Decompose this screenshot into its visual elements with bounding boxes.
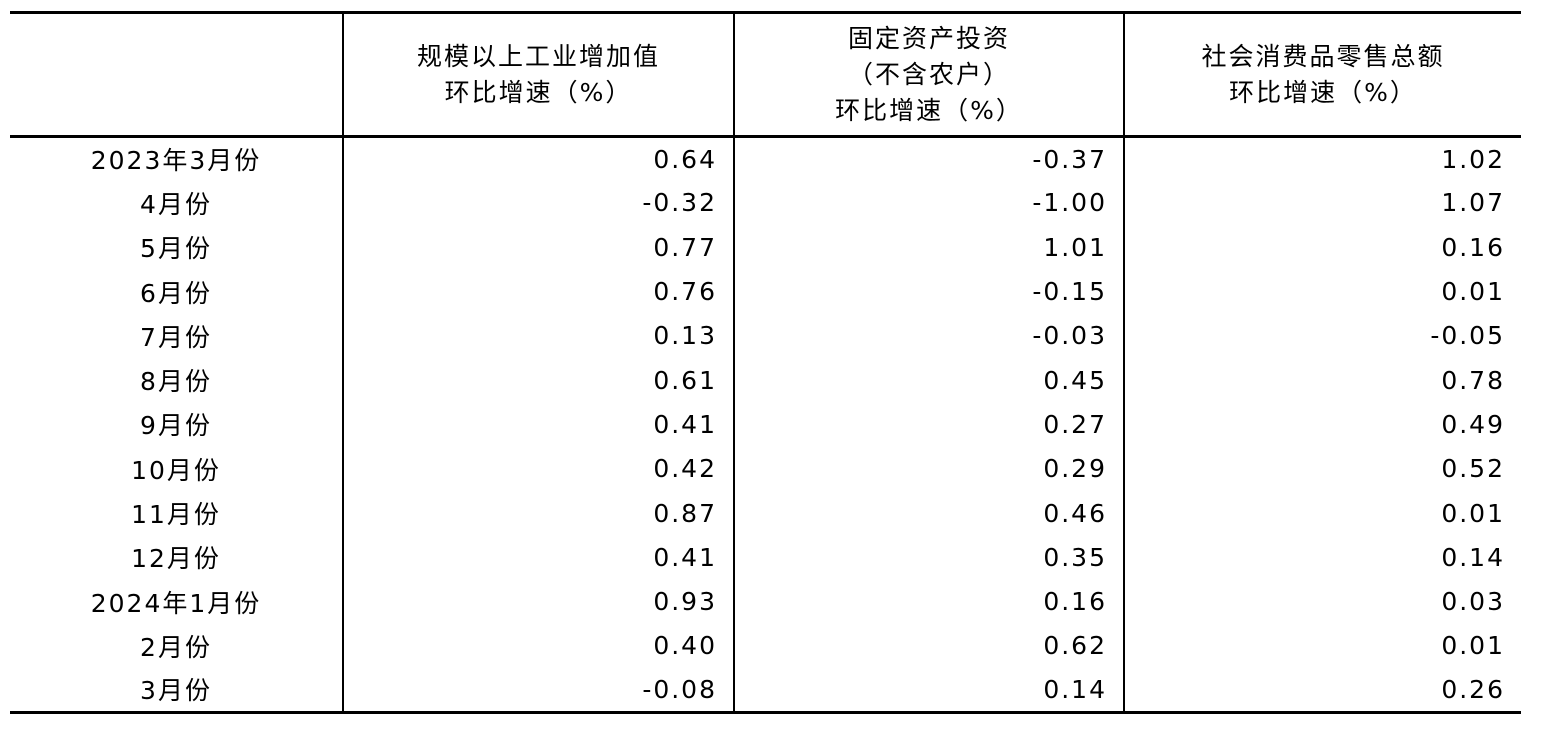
value-cell: -1.00 [733,180,1124,226]
value-cell: 0.41 [342,402,734,447]
value-cell: 0.14 [1123,535,1521,580]
value-cell: 0.01 [1123,623,1521,669]
header-line: 环比增速（%） [444,77,633,107]
table-row: 7月份 0.13 -0.03 -0.05 [10,313,1521,358]
header-line: 环比增速（%） [1229,77,1417,107]
table-body: 2023年3月份 0.64 -0.37 1.02 4月份 -0.32 -1.00 1.07 5月… [10,136,1521,714]
header-line: 社会消费品零售总额 [1201,41,1445,71]
value-cell: 0.41 [342,535,734,580]
value-cell: 0.76 [342,269,734,314]
value-cell: 0.29 [733,446,1124,491]
table-row: 2月份 0.40 0.62 0.01 [10,623,1521,669]
period-cell: 4月份 [140,189,212,219]
value-cell: 0.13 [342,313,734,358]
value-cell: 0.27 [733,402,1124,447]
table-row: 10月份 0.42 0.29 0.52 [10,446,1521,491]
header-row: 规模以上工业增加值 环比增速（%） 固定资产投资 （不含农户） 环比增速（%） 社会消费品… [10,11,1521,138]
value-cell: 1.02 [1123,136,1521,181]
value-cell: -0.05 [1123,313,1521,358]
table-row: 5月份 0.77 1.01 0.16 [10,225,1521,270]
value-cell: -0.32 [342,180,734,226]
value-cell: 0.64 [342,136,734,181]
value-cell: 0.61 [342,357,734,403]
value-cell: 0.45 [733,357,1124,403]
period-cell: 12月份 [131,544,221,574]
period-cell: 6月份 [140,278,212,308]
value-cell: 1.07 [1123,180,1521,226]
value-cell: 0.03 [1123,579,1521,624]
value-cell: 0.93 [342,579,734,624]
value-cell: 0.16 [733,579,1124,624]
value-cell: 0.78 [1123,357,1521,403]
value-cell: 0.46 [733,490,1124,536]
period-cell: 9月份 [140,411,212,441]
header-line: 固定资产投资 [847,23,1010,53]
header-line: （不含农户） [847,59,1010,89]
period-cell: 2023年3月份 [90,146,262,176]
value-cell: 0.14 [733,668,1124,714]
table-header: 规模以上工业增加值 环比增速（%） 固定资产投资 （不含农户） 环比增速（%） 社会消费品… [10,11,1521,138]
period-cell: 2月份 [140,632,212,662]
value-cell: 0.16 [1123,225,1521,270]
value-cell: 0.01 [1123,269,1521,314]
table-row: 2023年3月份 0.64 -0.37 1.02 [10,136,1521,181]
value-cell: 1.01 [733,225,1124,270]
table-row: 3月份 -0.08 0.14 0.26 [10,668,1521,714]
column-header: 社会消费品零售总额 环比增速（%） [1123,11,1521,138]
value-cell: 0.62 [733,623,1124,669]
table-row: 11月份 0.87 0.46 0.01 [10,490,1521,536]
period-cell: 5月份 [140,234,212,264]
table-row: 8月份 0.61 0.45 0.78 [10,357,1521,403]
value-cell: 0.35 [733,535,1124,580]
header-line: 规模以上工业增加值 [416,41,660,71]
value-cell: 0.52 [1123,446,1521,491]
table-row: 12月份 0.41 0.35 0.14 [10,535,1521,580]
table-row: 6月份 0.76 -0.15 0.01 [10,269,1521,314]
period-cell: 7月份 [140,322,212,352]
data-table: 规模以上工业增加值 环比增速（%） 固定资产投资 （不含农户） 环比增速（%） 社会消费品… [10,11,1521,714]
column-header: 规模以上工业增加值 环比增速（%） [342,11,734,138]
column-header: 固定资产投资 （不含农户） 环比增速（%） [733,11,1124,138]
value-cell: 0.40 [342,623,734,669]
value-cell: 0.42 [342,446,734,491]
corner-cell [10,11,343,138]
value-cell: 0.49 [1123,402,1521,447]
value-cell: -0.03 [733,313,1124,358]
period-cell: 3月份 [10,668,343,714]
value-cell: 0.77 [342,225,734,270]
value-cell: -0.37 [733,136,1124,181]
table-row: 9月份 0.41 0.27 0.49 [10,402,1521,447]
value-cell: -0.15 [733,269,1124,314]
value-cell: 0.01 [1123,490,1521,536]
table-row: 4月份 -0.32 -1.00 1.07 [10,180,1521,226]
table-row: 2024年1月份 0.93 0.16 0.03 [10,579,1521,624]
period-cell: 2024年1月份 [90,588,262,618]
value-cell: 0.26 [1123,668,1521,714]
value-cell: 0.87 [342,490,734,536]
period-cell: 10月份 [131,455,221,485]
header-line: 环比增速（%） [835,95,1023,125]
period-cell: 11月份 [131,500,221,530]
period-cell: 8月份 [140,367,212,397]
value-cell: -0.08 [342,668,734,714]
